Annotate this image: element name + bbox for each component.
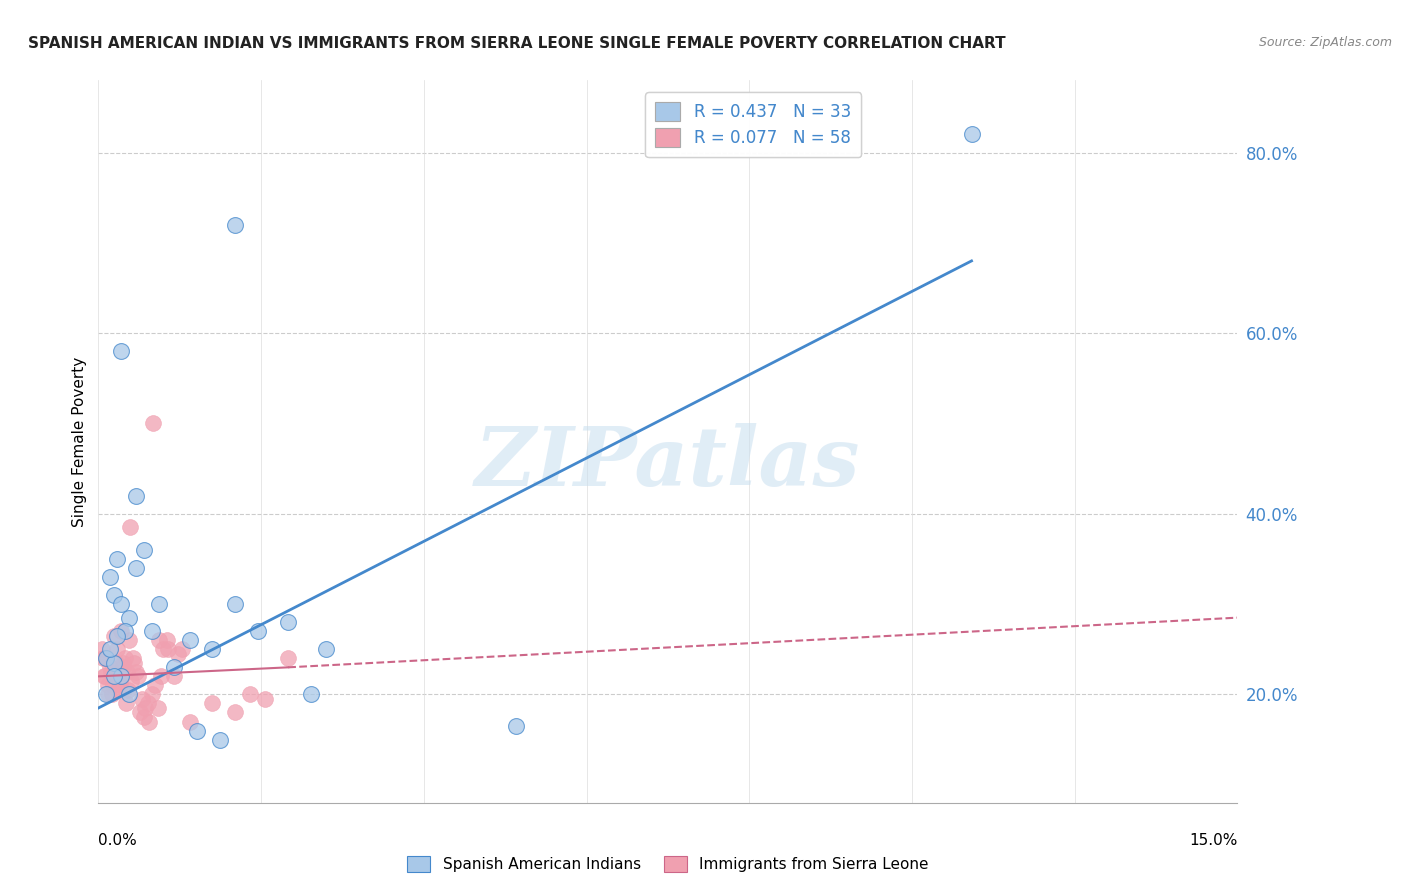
Point [110, 673, 132, 688]
Point [110, 669, 132, 683]
Point [103, 629, 125, 643]
Point [315, 642, 337, 657]
Point [100, 665, 122, 679]
Point [131, 692, 153, 706]
Text: 0.0%: 0.0% [98, 833, 138, 848]
Point [96, 678, 118, 692]
Point [224, 218, 246, 232]
Point [120, 520, 142, 534]
Point [224, 706, 246, 720]
Point [148, 597, 170, 611]
Point [103, 669, 125, 683]
Point [170, 642, 193, 657]
Point [208, 732, 231, 747]
Text: ZIPatlas: ZIPatlas [475, 423, 860, 503]
Point [118, 610, 141, 624]
Point [152, 642, 174, 657]
Point [179, 633, 201, 648]
Point [505, 719, 527, 733]
Point [101, 678, 124, 692]
Point [186, 723, 208, 738]
Text: 15.0%: 15.0% [1189, 833, 1237, 848]
Point [91, 642, 114, 657]
Point [104, 669, 127, 683]
Point [277, 615, 299, 630]
Point [101, 687, 124, 701]
Point [120, 673, 142, 688]
Point [179, 714, 201, 729]
Point [157, 642, 180, 657]
Point [141, 624, 163, 639]
Point [114, 624, 136, 639]
Point [125, 561, 148, 575]
Text: Source: ZipAtlas.com: Source: ZipAtlas.com [1258, 36, 1392, 49]
Point [246, 624, 269, 639]
Point [114, 651, 136, 665]
Point [93, 669, 115, 683]
Point [141, 687, 163, 701]
Point [136, 697, 159, 711]
Point [146, 701, 169, 715]
Point [118, 687, 141, 701]
Point [125, 489, 148, 503]
Point [163, 669, 186, 683]
Point [94, 651, 117, 665]
Point [110, 344, 132, 359]
Point [98, 660, 121, 674]
Point [960, 128, 983, 142]
Point [125, 665, 148, 679]
Point [94, 687, 117, 701]
Point [150, 669, 173, 683]
Point [118, 633, 141, 648]
Point [163, 660, 186, 674]
Point [239, 687, 262, 701]
Legend: R = 0.437   N = 33, R = 0.077   N = 58: R = 0.437 N = 33, R = 0.077 N = 58 [645, 92, 860, 157]
Point [129, 706, 152, 720]
Point [98, 570, 121, 584]
Point [277, 651, 299, 665]
Point [91, 651, 114, 665]
Point [98, 642, 121, 657]
Point [145, 678, 167, 692]
Point [254, 692, 277, 706]
Point [132, 710, 155, 724]
Point [110, 624, 132, 639]
Point [110, 597, 132, 611]
Point [132, 542, 155, 557]
Point [107, 682, 129, 697]
Point [148, 633, 170, 648]
Point [117, 682, 139, 697]
Point [167, 647, 190, 661]
Point [122, 656, 145, 670]
Point [97, 687, 120, 701]
Point [107, 552, 129, 566]
Point [127, 669, 149, 683]
Point [201, 642, 224, 657]
Point [112, 660, 135, 674]
Point [107, 642, 129, 657]
Point [94, 669, 117, 683]
Point [111, 656, 134, 670]
Point [156, 633, 179, 648]
Point [117, 665, 139, 679]
Y-axis label: Single Female Poverty: Single Female Poverty [72, 357, 87, 526]
Point [104, 656, 127, 670]
Point [107, 629, 129, 643]
Point [142, 417, 165, 431]
Point [94, 651, 117, 665]
Point [201, 697, 224, 711]
Point [299, 687, 322, 701]
Point [114, 697, 136, 711]
Point [138, 714, 160, 729]
Point [134, 701, 156, 715]
Point [103, 588, 125, 602]
Point [108, 678, 131, 692]
Point [246, 805, 269, 819]
Text: SPANISH AMERICAN INDIAN VS IMMIGRANTS FROM SIERRA LEONE SINGLE FEMALE POVERTY CO: SPANISH AMERICAN INDIAN VS IMMIGRANTS FR… [28, 36, 1005, 51]
Point [121, 651, 143, 665]
Point [103, 656, 125, 670]
Point [208, 814, 231, 828]
Point [224, 597, 246, 611]
